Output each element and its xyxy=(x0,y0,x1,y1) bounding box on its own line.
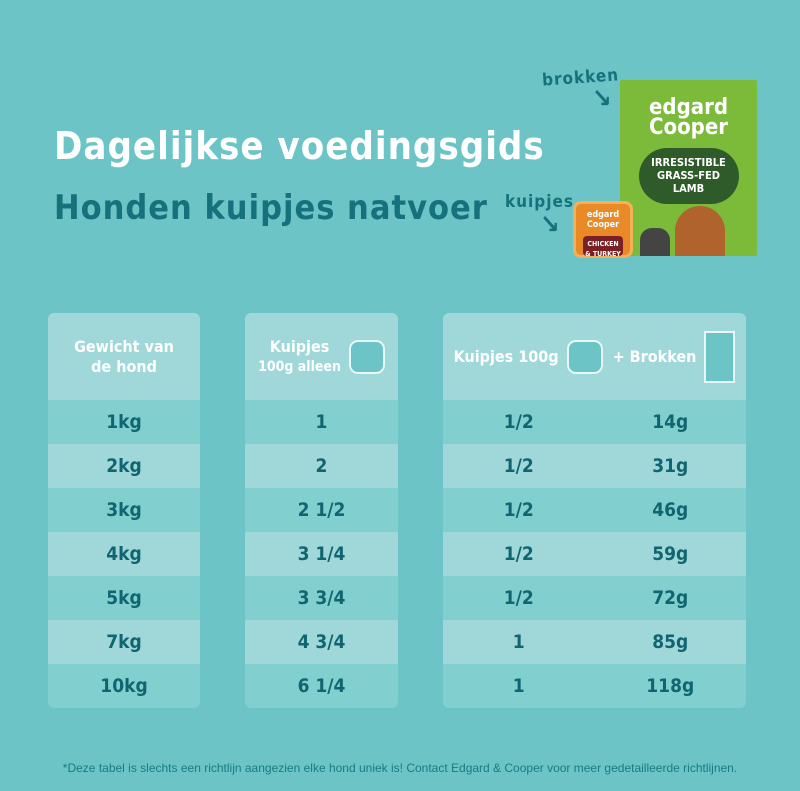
bag-brand-logo: edgard Cooper xyxy=(648,95,729,140)
page-subtitle: Honden kuipjes natvoer xyxy=(54,188,488,228)
table-row: 6 1/4 xyxy=(245,664,398,708)
tubs-only-header-line1: Kuipjes xyxy=(269,336,330,356)
tub-icon xyxy=(348,339,385,374)
table-row: 2 1/2 xyxy=(245,488,398,532)
table-row: 2 xyxy=(245,444,398,488)
combo-kibble-header: + Brokken xyxy=(612,346,697,366)
table-row: 10kg xyxy=(48,664,200,708)
combo-header: Kuipjes 100g + Brokken xyxy=(443,313,746,400)
table-row: 7kg xyxy=(48,620,200,664)
tubs-only-column: Kuipjes 100g alleen 1 2 2 1/2 3 1/4 3 3/4… xyxy=(245,313,398,708)
tubs-only-cell: 1 xyxy=(315,411,328,433)
table-row: 1/2 14g xyxy=(443,400,746,444)
tub-image: edgard Cooper CHICKEN & TURKEY xyxy=(573,201,633,258)
table-row: 1/2 31g xyxy=(443,444,746,488)
weight-header: Gewicht van de hond xyxy=(48,313,200,400)
tub-product-name: CHICKEN & TURKEY xyxy=(583,236,623,258)
combo-tubs-cell: 1/2 xyxy=(503,455,534,477)
tub-icon xyxy=(566,339,603,374)
combo-tubs-cell: 1/2 xyxy=(503,411,534,433)
table-row: 5kg xyxy=(48,576,200,620)
tubs-only-header-line2: 100g alleen xyxy=(258,358,341,375)
table-row: 1kg xyxy=(48,400,200,444)
table-row: 3 1/4 xyxy=(245,532,398,576)
weight-cell: 2kg xyxy=(106,455,142,477)
kibble-bag-icon xyxy=(704,330,736,383)
table-row: 1 xyxy=(245,400,398,444)
tubs-only-cell: 2 1/2 xyxy=(297,499,346,521)
page-title: Dagelijkse voedingsgids xyxy=(54,124,545,168)
table-row: 2kg xyxy=(48,444,200,488)
weight-header-label: Gewicht van de hond xyxy=(74,336,174,376)
table-row: 1/2 59g xyxy=(443,532,746,576)
combo-tubs-header: Kuipjes 100g xyxy=(453,346,559,366)
combo-kibble-cell: 46g xyxy=(652,499,689,521)
weight-cell: 3kg xyxy=(106,499,142,521)
cat-illustration xyxy=(640,228,670,256)
tub-label: kuipjes xyxy=(505,192,574,212)
weight-cell: 5kg xyxy=(106,587,142,609)
combo-tubs-cell: 1/2 xyxy=(503,587,534,609)
bag-product-name: IRRESISTIBLE GRASS-FED LAMB xyxy=(638,148,739,204)
table-row: 1 85g xyxy=(443,620,746,664)
weight-cell: 7kg xyxy=(106,631,142,653)
combo-tubs-cell: 1 xyxy=(512,675,525,697)
combo-column: Kuipjes 100g + Brokken 1/2 14g 1/2 31g 1/2… xyxy=(443,313,746,708)
tubs-only-cell: 2 xyxy=(315,455,328,477)
table-row: 1/2 46g xyxy=(443,488,746,532)
table-row: 4kg xyxy=(48,532,200,576)
weight-cell: 10kg xyxy=(100,675,148,697)
combo-tubs-cell: 1/2 xyxy=(503,543,534,565)
table-row: 1 118g xyxy=(443,664,746,708)
table-row: 3 3/4 xyxy=(245,576,398,620)
combo-kibble-cell: 31g xyxy=(652,455,689,477)
combo-kibble-cell: 85g xyxy=(652,631,689,653)
dog-illustration xyxy=(675,206,725,256)
arrow-icon: ↘ xyxy=(592,84,612,114)
tubs-only-cell: 6 1/4 xyxy=(297,675,346,697)
tub-brand-logo: edgard Cooper xyxy=(586,210,620,230)
table-row: 3kg xyxy=(48,488,200,532)
weight-column: Gewicht van de hond 1kg 2kg 3kg 4kg 5kg … xyxy=(48,313,200,708)
table-row: 4 3/4 xyxy=(245,620,398,664)
table-row: 1/2 72g xyxy=(443,576,746,620)
combo-kibble-cell: 59g xyxy=(652,543,689,565)
weight-cell: 1kg xyxy=(106,411,142,433)
tubs-only-cell: 4 3/4 xyxy=(297,631,346,653)
arrow-icon: ↘ xyxy=(540,210,560,240)
combo-kibble-cell: 14g xyxy=(652,411,689,433)
weight-cell: 4kg xyxy=(106,543,142,565)
combo-tubs-cell: 1 xyxy=(512,631,525,653)
tubs-only-cell: 3 1/4 xyxy=(297,543,346,565)
tubs-only-cell: 3 3/4 xyxy=(297,587,346,609)
combo-kibble-cell: 72g xyxy=(652,587,689,609)
combo-tubs-cell: 1/2 xyxy=(503,499,534,521)
tubs-only-header: Kuipjes 100g alleen xyxy=(245,313,398,400)
footnote: *Deze tabel is slechts een richtlijn aan… xyxy=(62,761,738,775)
combo-kibble-cell: 118g xyxy=(646,675,695,697)
kibble-bag-image: edgard Cooper IRRESISTIBLE GRASS-FED LAMB xyxy=(620,80,757,256)
